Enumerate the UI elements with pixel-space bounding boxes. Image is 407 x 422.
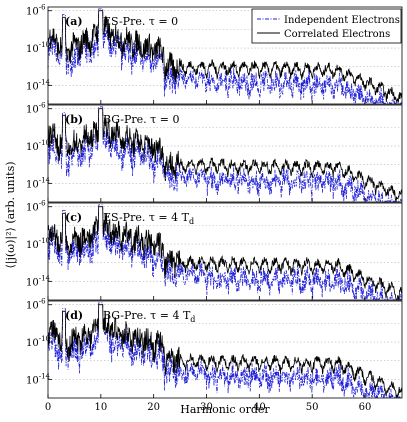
legend: Independent Electrons Correlated Electron…	[251, 8, 402, 44]
y-tick-label: 10-10	[26, 41, 50, 55]
y-tick-label: 10-14	[26, 78, 51, 92]
panel-letter: (d)	[65, 309, 83, 322]
independent-electrons-line	[47, 8, 403, 104]
independent-electrons-line	[47, 106, 402, 203]
panel-frame	[47, 202, 403, 301]
panel: 10-6 10-10 10-14 (b) BG-Pre. τ = 0	[26, 102, 403, 203]
panel: 10-6 10-10 10-14 (d) BG-Pre. τ = 4 Td	[26, 298, 403, 399]
correlated-electrons-line	[47, 206, 403, 301]
x-tick-label: 20	[147, 402, 160, 413]
x-tick-label: 40	[253, 402, 266, 413]
y-tick-label: 10-10	[26, 335, 50, 349]
panel-title: ES-Pre. τ = 0	[103, 15, 178, 28]
panel-frame	[47, 300, 403, 399]
independent-electrons-line	[47, 302, 402, 398]
x-axis-label: Harmonic order	[180, 403, 270, 416]
y-tick-label: 10-6	[26, 200, 46, 214]
legend-box	[251, 8, 402, 44]
panel-letter: (a)	[65, 15, 83, 28]
legend-label: Independent Electrons	[284, 15, 400, 26]
panel-title: BG-Pre. τ = 0	[103, 113, 179, 126]
x-tick-label: 50	[306, 402, 319, 413]
y-tick-label: 10-14	[26, 372, 51, 386]
y-tick-label: 10-6	[26, 4, 46, 18]
panel-letter: (b)	[65, 113, 83, 126]
correlated-electrons-line	[47, 108, 403, 203]
x-tick-label: 0	[45, 402, 51, 413]
y-tick-label: 10-14	[26, 176, 51, 190]
correlated-electrons-line	[47, 10, 403, 104]
x-tick-label: 10	[94, 402, 107, 413]
panel: 10-6 10-10 10-14 (c) ES-Pre. τ = 4 Td	[26, 200, 403, 301]
y-tick-label: 10-10	[26, 237, 50, 251]
y-tick-label: 10-6	[26, 102, 46, 116]
y-tick-label: 10-6	[26, 298, 46, 312]
panel-frame	[47, 6, 403, 105]
panel-frame	[47, 104, 403, 203]
x-tick-label: 30	[200, 402, 213, 413]
panel-title: BG-Pre. τ = 4 Td	[103, 309, 195, 324]
panel-letter: (c)	[65, 211, 82, 224]
y-tick-label: 10-10	[26, 139, 50, 153]
y-axis-label: ⟨|j(ω)|²⟩ (arb. units)	[4, 161, 18, 268]
legend-label: Correlated Electrons	[284, 29, 390, 40]
x-axis: 0 10 20 30 40 50 60	[45, 402, 372, 413]
independent-electrons-line	[47, 204, 403, 300]
correlated-electrons-line	[47, 304, 403, 398]
panel-title: ES-Pre. τ = 4 Td	[103, 211, 194, 226]
y-tick-label: 10-14	[26, 274, 51, 288]
x-tick-label: 60	[359, 402, 372, 413]
